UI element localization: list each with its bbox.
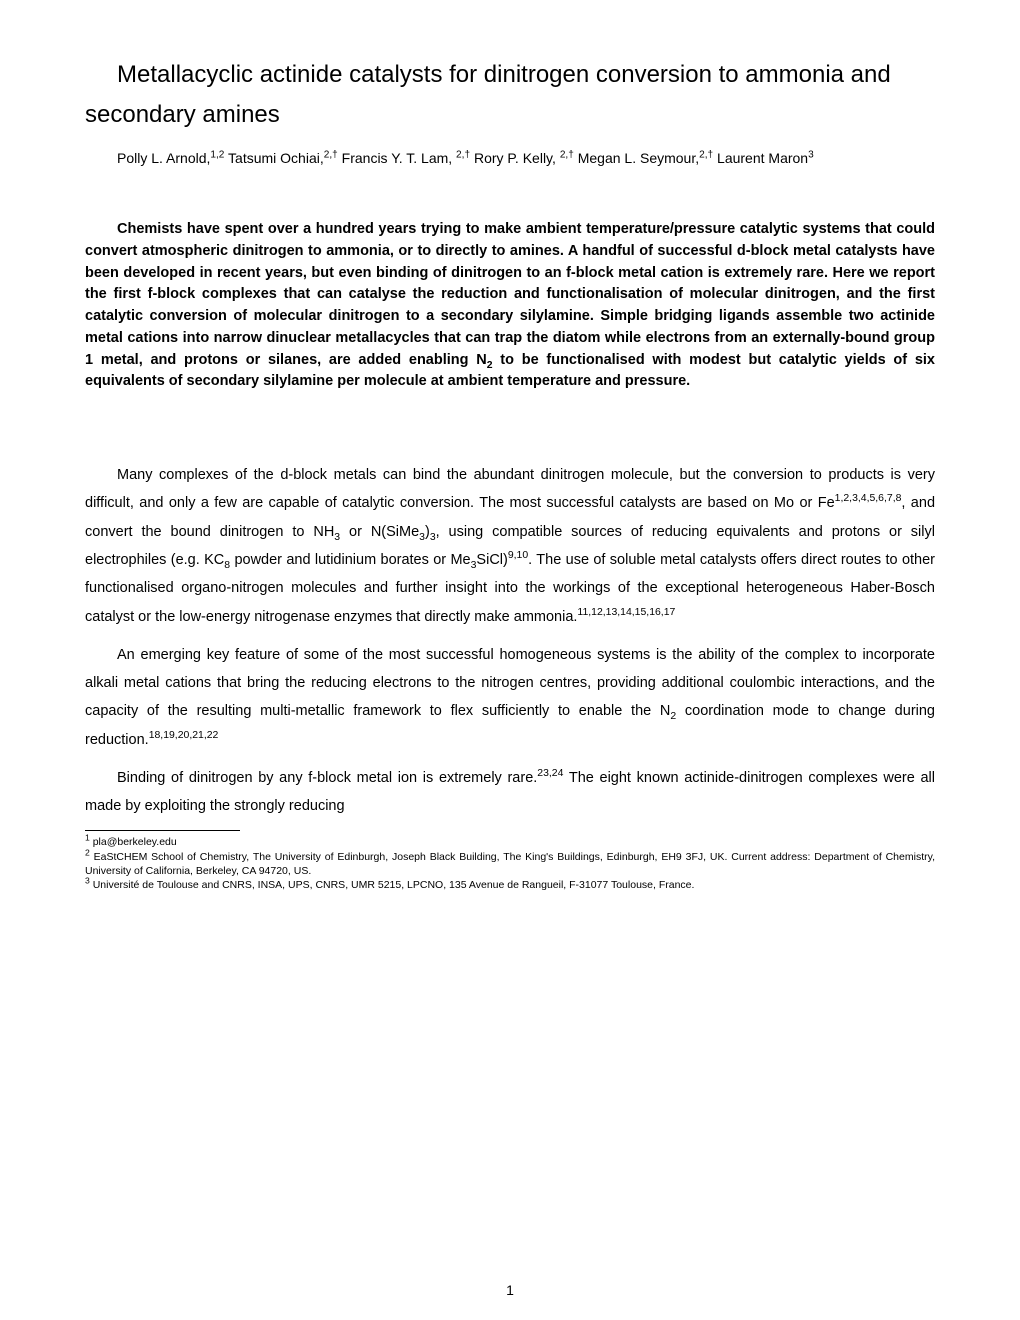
- body-paragraph: Binding of dinitrogen by any f-block met…: [85, 764, 935, 821]
- footnote: 1 pla@berkeley.edu: [85, 835, 935, 849]
- abstract: Chemists have spent over a hundred years…: [85, 219, 935, 393]
- footnote: 3 Université de Toulouse and CNRS, INSA,…: [85, 878, 935, 892]
- page-number: 1: [0, 1282, 1020, 1298]
- footnote-separator: [85, 830, 240, 831]
- footnote: 2 EaStCHEM School of Chemistry, The Univ…: [85, 850, 935, 878]
- author-list: Polly L. Arnold,1,2 Tatsumi Ochiai,2,† F…: [85, 148, 935, 169]
- paper-title: Metallacyclic actinide catalysts for din…: [85, 55, 935, 134]
- body-paragraph: Many complexes of the d-block metals can…: [85, 461, 935, 631]
- body-paragraph: An emerging key feature of some of the m…: [85, 641, 935, 754]
